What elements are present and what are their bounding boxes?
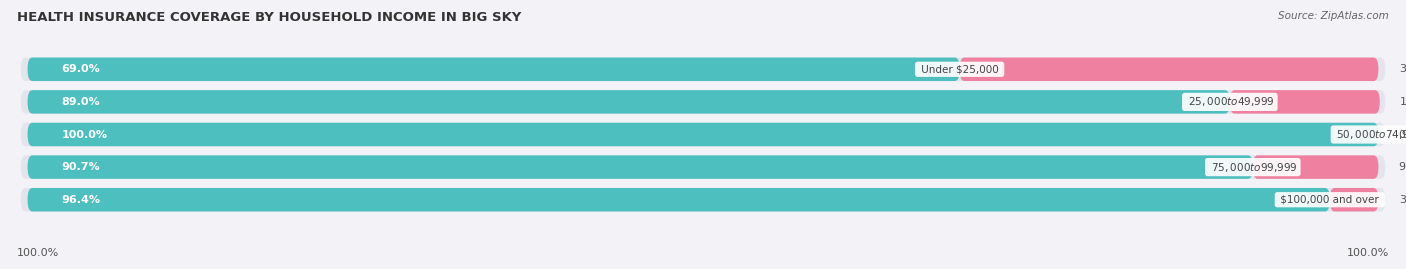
Text: 9.3%: 9.3% bbox=[1399, 162, 1406, 172]
Text: 100.0%: 100.0% bbox=[62, 129, 107, 140]
FancyBboxPatch shape bbox=[28, 90, 1230, 114]
FancyBboxPatch shape bbox=[28, 123, 1378, 146]
FancyBboxPatch shape bbox=[28, 58, 960, 81]
FancyBboxPatch shape bbox=[960, 58, 1378, 81]
Text: $50,000 to $74,999: $50,000 to $74,999 bbox=[1333, 128, 1406, 141]
FancyBboxPatch shape bbox=[1330, 188, 1378, 211]
Text: Source: ZipAtlas.com: Source: ZipAtlas.com bbox=[1278, 11, 1389, 21]
FancyBboxPatch shape bbox=[21, 123, 1385, 146]
FancyBboxPatch shape bbox=[21, 155, 1385, 179]
Text: $25,000 to $49,999: $25,000 to $49,999 bbox=[1185, 95, 1275, 108]
FancyBboxPatch shape bbox=[21, 188, 1385, 211]
Text: $75,000 to $99,999: $75,000 to $99,999 bbox=[1208, 161, 1298, 174]
Text: Under $25,000: Under $25,000 bbox=[918, 64, 1001, 74]
Text: 90.7%: 90.7% bbox=[62, 162, 100, 172]
Text: 100.0%: 100.0% bbox=[1347, 248, 1389, 258]
Text: 11.1%: 11.1% bbox=[1400, 97, 1406, 107]
FancyBboxPatch shape bbox=[1253, 155, 1378, 179]
Text: 31.0%: 31.0% bbox=[1399, 64, 1406, 74]
FancyBboxPatch shape bbox=[28, 155, 1253, 179]
Text: HEALTH INSURANCE COVERAGE BY HOUSEHOLD INCOME IN BIG SKY: HEALTH INSURANCE COVERAGE BY HOUSEHOLD I… bbox=[17, 11, 522, 24]
Text: 96.4%: 96.4% bbox=[62, 195, 100, 205]
Text: 69.0%: 69.0% bbox=[62, 64, 100, 74]
Text: 3.6%: 3.6% bbox=[1399, 195, 1406, 205]
FancyBboxPatch shape bbox=[21, 58, 1385, 81]
Text: $100,000 and over: $100,000 and over bbox=[1277, 195, 1382, 205]
FancyBboxPatch shape bbox=[21, 90, 1385, 114]
FancyBboxPatch shape bbox=[28, 188, 1330, 211]
Text: 89.0%: 89.0% bbox=[62, 97, 100, 107]
FancyBboxPatch shape bbox=[1230, 90, 1379, 114]
Text: 100.0%: 100.0% bbox=[17, 248, 59, 258]
Text: 0.0%: 0.0% bbox=[1399, 129, 1406, 140]
